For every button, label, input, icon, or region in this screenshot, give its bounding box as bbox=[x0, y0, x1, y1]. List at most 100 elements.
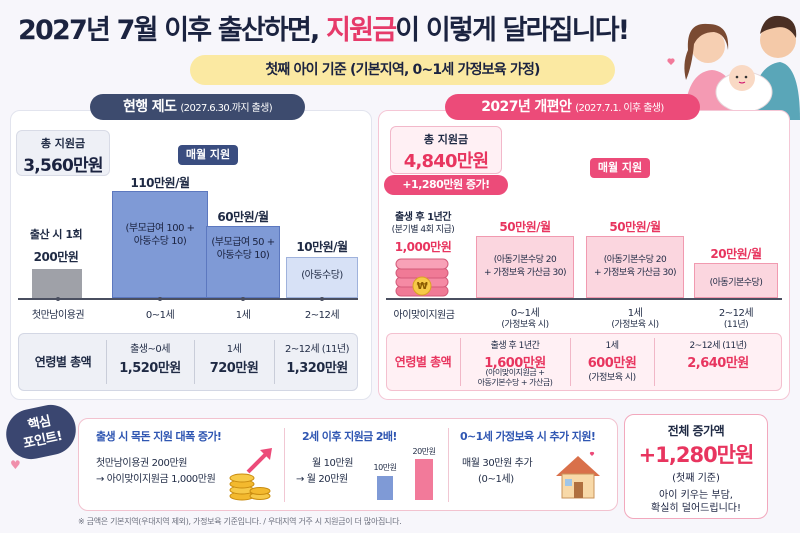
revised-total-box: 총 지원금 4,840만원 bbox=[390, 126, 502, 174]
revised-bar-3 bbox=[694, 263, 778, 298]
family-illustration bbox=[667, 15, 800, 120]
revised-bar-3-detail: (아동기본수당) bbox=[709, 278, 763, 288]
revised-summary-period: 1세 bbox=[605, 341, 619, 351]
revised-summary-note: (가정보육 시) bbox=[588, 373, 636, 383]
key-points-badge: 핵심 포인트! bbox=[1, 400, 81, 464]
total-increase-value: +1,280만원 bbox=[638, 443, 755, 467]
revised-bar-2 bbox=[586, 236, 684, 298]
divider bbox=[460, 338, 461, 386]
current-summary-period: 1세 bbox=[226, 344, 242, 355]
revised-summary-amount: 1,600만원 bbox=[484, 356, 546, 371]
revised-summary-amount: 600만원 bbox=[587, 356, 637, 371]
money-stack-icon bbox=[395, 258, 449, 297]
revised-tab-label: 2027년 개편안 bbox=[481, 99, 572, 115]
revised-bar-1 bbox=[476, 236, 574, 298]
page-title: 2027년 7월 이후 출산하면, 지원금이 이렇게 달라집니다! bbox=[18, 8, 638, 47]
current-axis-3: 2~12세 bbox=[304, 310, 340, 321]
revised-first-year-value: 1,000만원 bbox=[394, 240, 452, 254]
current-bar-3-detail: (아동수당) bbox=[301, 270, 343, 281]
current-summary-period: 출생~0세 bbox=[130, 344, 170, 355]
current-axis bbox=[18, 298, 358, 300]
current-summary bbox=[18, 333, 358, 391]
current-birth-label: 출산 시 1회 bbox=[29, 228, 83, 241]
current-summary-label: 연령별 총액 bbox=[34, 355, 92, 369]
revised-axis-2-note: (가정보육 시) bbox=[611, 320, 659, 330]
revised-total-label: 총 지원금 bbox=[423, 133, 469, 146]
current-monthly-tag: 매월 지원 bbox=[178, 145, 238, 165]
current-summary-amount: 1,320만원 bbox=[286, 361, 348, 376]
divider bbox=[274, 340, 275, 384]
revised-axis-1-note: (가정보육 시) bbox=[501, 320, 549, 330]
current-birth-bar bbox=[32, 269, 82, 298]
current-bar-2-value: 60만원/월 bbox=[217, 210, 269, 224]
current-total-box: 총 지원금 3,560만원 bbox=[16, 130, 110, 176]
current-birth-value: 200만원 bbox=[33, 250, 79, 264]
revised-bar-1-detail: (아동기본수당 20 + 가정보육 가산금 30) bbox=[483, 255, 567, 278]
coin-symbol: ₩ bbox=[416, 281, 428, 292]
revised-summary-period: 출생 후 1년간 bbox=[490, 341, 540, 351]
mini-bar-big-label: 20만원 bbox=[412, 447, 436, 456]
current-summary-period: 2~12세 (11년) bbox=[284, 344, 350, 355]
increase-badge: +1,280만원 증가! bbox=[384, 175, 508, 195]
revised-summary-period: 2~12세 (11년) bbox=[689, 341, 747, 351]
current-summary-amount: 720만원 bbox=[209, 361, 259, 376]
mini-bar-small bbox=[377, 476, 393, 500]
current-axis-2: 1세 bbox=[235, 310, 251, 321]
total-increase-quote: 아이 키우는 부담, 확실히 덜어드립니다! bbox=[651, 490, 741, 514]
revised-bar-2-value: 50만원/월 bbox=[609, 220, 661, 234]
revised-system-tab: 2027년 개편안 (2027.7.1. 이후 출생) bbox=[445, 94, 700, 120]
divider bbox=[570, 338, 571, 386]
revised-axis-3-note: (11년) bbox=[723, 320, 749, 330]
revised-summary-label: 연령별 총액 bbox=[394, 355, 452, 369]
key-point-2-line2: → 월 20만원 bbox=[296, 474, 348, 485]
key-point-3-heading: 0~1세 가정보육 시 추가 지원! bbox=[460, 430, 596, 443]
current-total-label: 총 지원금 bbox=[40, 137, 86, 150]
current-axis-birth: 첫만남이용권 bbox=[31, 310, 85, 321]
divider bbox=[448, 428, 449, 502]
divider bbox=[654, 338, 655, 386]
title-text-2: 이 이렇게 달라집니다! bbox=[395, 15, 630, 46]
divider bbox=[194, 340, 195, 384]
revised-bar-3-value: 20만원/월 bbox=[710, 247, 762, 261]
current-tick bbox=[320, 297, 324, 301]
title-text-1: 2027년 7월 이후 출산하면, bbox=[18, 15, 327, 46]
current-bar-3-value: 10만원/월 bbox=[296, 240, 348, 254]
current-tab-note: (2027.6.30.까지 출생) bbox=[180, 103, 273, 114]
current-axis-1: 0~1세 bbox=[145, 310, 175, 321]
revised-axis bbox=[386, 298, 782, 300]
revised-summary-amount: 2,640만원 bbox=[687, 356, 749, 371]
current-bar-2-detail: (부모급여 50 + 아동수당 10) bbox=[211, 237, 275, 261]
key-point-1-line2: → 아이맞이지원금 1,000만원 bbox=[96, 474, 216, 485]
current-bar-1-detail: (부모급여 100 + 아동수당 10) bbox=[125, 223, 195, 247]
current-summary-amount: 1,520만원 bbox=[119, 361, 181, 376]
coins-arrow-icon bbox=[229, 448, 272, 501]
revised-axis-3: 2~12세 bbox=[718, 308, 754, 319]
key-point-1-heading: 출생 시 목돈 지원 대폭 증가! bbox=[96, 430, 222, 443]
total-increase-note: (첫째 기준) bbox=[672, 473, 720, 484]
key-point-2-heading: 2세 이후 지원금 2배! bbox=[302, 430, 397, 443]
revised-bar-2-detail: (아동기본수당 20 + 가정보육 가산금 30) bbox=[593, 255, 677, 278]
divider bbox=[284, 428, 285, 502]
revised-axis-2: 1세 bbox=[627, 308, 643, 319]
revised-first-year-label: 출생 후 1년간 bbox=[395, 212, 451, 223]
mini-bar-small-label: 10만원 bbox=[373, 463, 397, 472]
footnote: ※ 금액은 기본지역(우대지역 제외), 가정보육 기준입니다. / 우대지역 … bbox=[78, 517, 402, 526]
current-bar-1-value: 110만원/월 bbox=[130, 176, 190, 190]
title-highlight: 지원금 bbox=[326, 15, 397, 46]
divider bbox=[106, 340, 107, 384]
revised-axis-first: 아이맞이지원금 bbox=[393, 310, 455, 321]
current-tick bbox=[158, 297, 162, 301]
current-tick bbox=[56, 297, 60, 301]
revised-total-value: 4,840만원 bbox=[403, 151, 489, 172]
current-tick bbox=[241, 297, 245, 301]
key-point-3-line2: (0~1세) bbox=[478, 474, 514, 485]
key-point-1-line1: 첫만남이용권 200만원 bbox=[96, 458, 188, 469]
revised-bar-1-value: 50만원/월 bbox=[499, 220, 551, 234]
key-points-panel bbox=[78, 418, 618, 511]
current-system-tab: 현행 제도 (2027.6.30.까지 출생) bbox=[90, 94, 305, 120]
total-increase-heading: 전체 증가액 bbox=[667, 424, 725, 438]
revised-summary bbox=[386, 333, 782, 391]
house-icon bbox=[556, 451, 600, 499]
revised-axis-1: 0~1세 bbox=[510, 308, 540, 319]
revised-summary-note: (아이맞이지원금 + 아동기본수당 + 가산금) bbox=[477, 368, 553, 387]
